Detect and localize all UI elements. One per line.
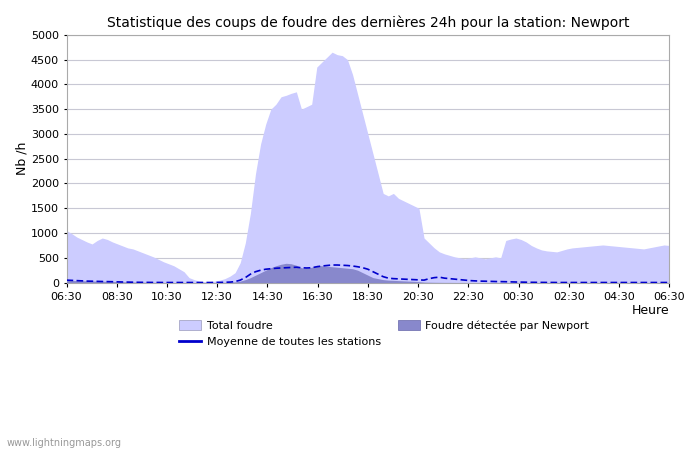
Legend: Total foudre, Moyenne de toutes les stations, Foudre détectée par Newport: Total foudre, Moyenne de toutes les stat… <box>174 315 594 351</box>
Title: Statistique des coups de foudre des dernières 24h pour la station: Newport: Statistique des coups de foudre des dern… <box>106 15 629 30</box>
Text: www.lightningmaps.org: www.lightningmaps.org <box>7 438 122 448</box>
Y-axis label: Nb /h: Nb /h <box>15 142 28 176</box>
X-axis label: Heure: Heure <box>631 304 669 317</box>
